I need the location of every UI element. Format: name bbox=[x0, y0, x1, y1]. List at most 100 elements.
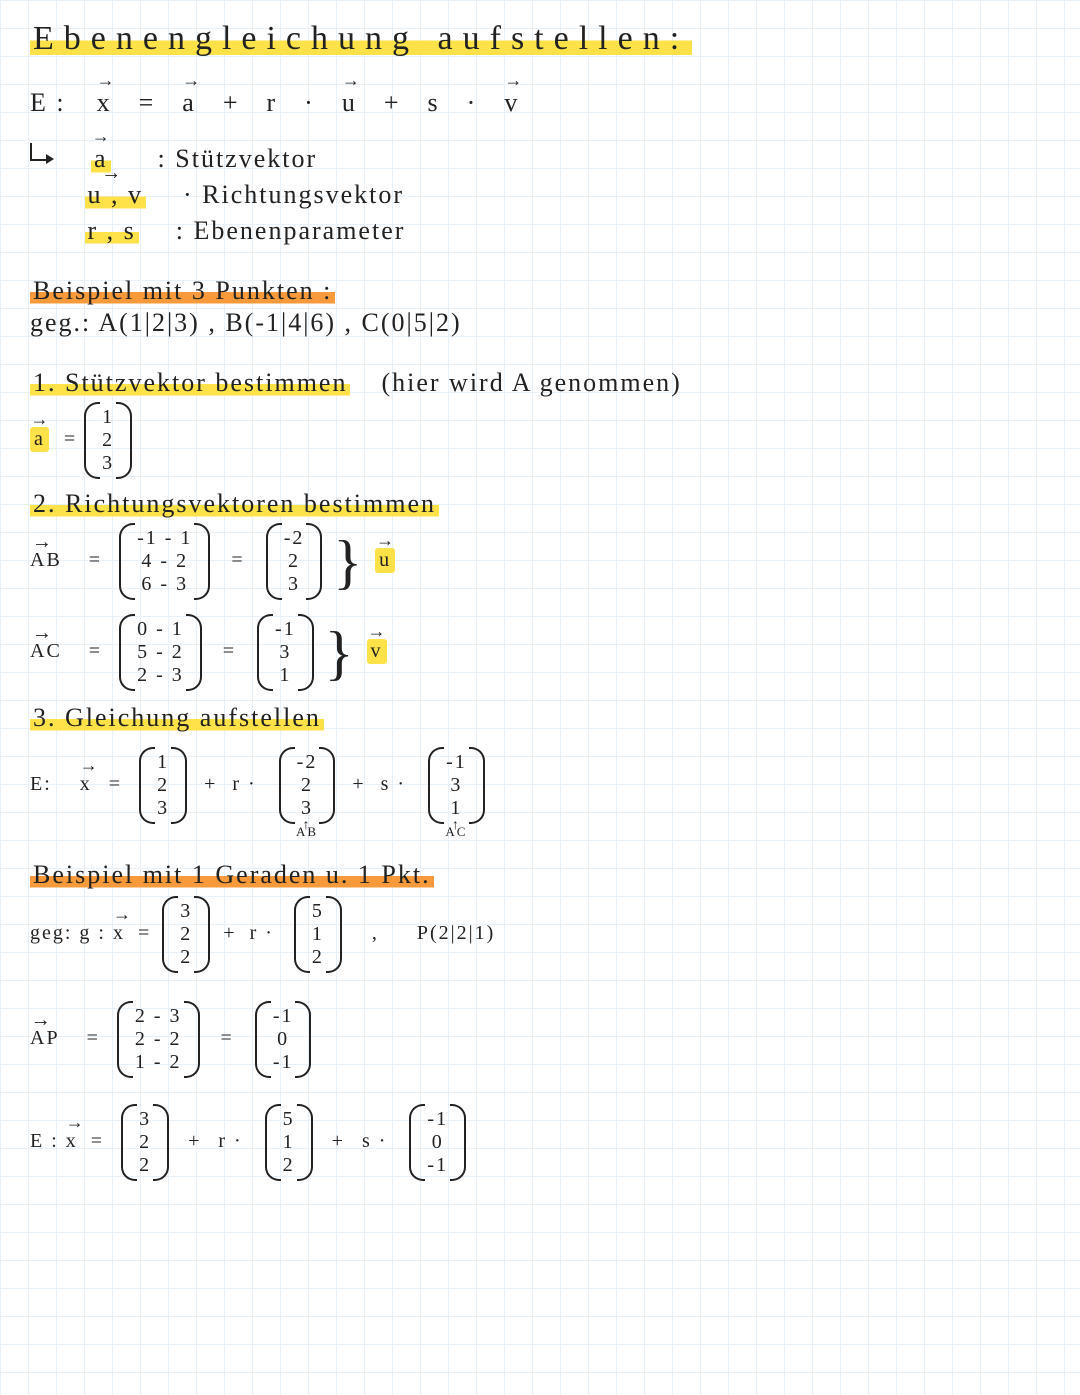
legend-rs-sym: r , s bbox=[85, 216, 139, 245]
v-label: v bbox=[367, 639, 387, 664]
g-a-vec: 3 2 2 bbox=[162, 896, 210, 973]
fv2: 1 bbox=[446, 797, 467, 820]
acr1: 3 bbox=[275, 641, 296, 664]
brace-icon-2: } bbox=[325, 623, 356, 683]
abc2: 6 - 3 bbox=[137, 573, 192, 596]
fa1: 2 bbox=[157, 774, 169, 797]
gu0: 5 bbox=[312, 900, 324, 923]
acr2: 1 bbox=[275, 664, 296, 687]
final-u-vec-wrap: -2 2 3 bbox=[279, 747, 336, 824]
apr2: -1 bbox=[273, 1051, 294, 1074]
eq-sign: = bbox=[139, 88, 156, 117]
a-vector: 1 2 3 bbox=[84, 402, 132, 479]
acc0: 0 - 1 bbox=[137, 618, 184, 641]
ab-result: -2 2 3 bbox=[266, 523, 323, 600]
a-symbol: a bbox=[30, 427, 49, 452]
ab-row: AB = -1 - 1 4 - 2 6 - 3 = -2 2 3 } u bbox=[30, 523, 1050, 600]
final2-a: 3 2 2 bbox=[121, 1104, 169, 1181]
f2u2: 2 bbox=[283, 1154, 295, 1177]
final2-r: r · bbox=[218, 1130, 242, 1152]
u-label: u bbox=[375, 548, 395, 573]
legend-rs-text: : Ebenenparameter bbox=[176, 216, 406, 245]
gu2: 2 bbox=[312, 946, 324, 969]
example3-given-text: geg.: A(1|2|3) , B(-1|4|6) , C(0|5|2) bbox=[30, 308, 462, 337]
final-prefix: E: bbox=[30, 773, 52, 795]
a0: 1 bbox=[102, 406, 114, 429]
abc0: -1 - 1 bbox=[137, 527, 192, 550]
ga2: 2 bbox=[180, 946, 192, 969]
apr0: -1 bbox=[273, 1005, 294, 1028]
apc0: 2 - 3 bbox=[135, 1005, 182, 1028]
legend-uv-text: · Richtungsvektor bbox=[183, 180, 404, 209]
step1-heading: 1. Stützvektor bestimmen bbox=[30, 368, 350, 397]
g-r: r · bbox=[250, 922, 274, 944]
abr1: 2 bbox=[284, 550, 305, 573]
final2-prefix: E : bbox=[30, 1130, 66, 1152]
f2u1: 1 bbox=[283, 1131, 295, 1154]
comma: , bbox=[372, 922, 379, 944]
step3-heading: 3. Gleichung aufstellen bbox=[30, 703, 324, 732]
fu1: 2 bbox=[297, 774, 318, 797]
ab-label: AB bbox=[30, 549, 62, 572]
abr0: -2 bbox=[284, 527, 305, 550]
example3-heading-text: Beispiel mit 3 Punkten : bbox=[30, 276, 335, 305]
vec-v: v bbox=[504, 88, 519, 118]
legend-a: a : Stützvektor bbox=[30, 144, 1050, 174]
plus1: + bbox=[223, 88, 240, 117]
title: Ebenengleichung aufstellen: bbox=[30, 20, 1050, 58]
f2v1: 0 bbox=[427, 1131, 448, 1154]
ab-calc: -1 - 1 4 - 2 6 - 3 bbox=[119, 523, 210, 600]
final2-u: 5 1 2 bbox=[265, 1104, 313, 1181]
final-s: s · bbox=[381, 773, 406, 795]
ap-label: AP bbox=[30, 1027, 60, 1050]
final-r: r · bbox=[232, 773, 256, 795]
fa2: 3 bbox=[157, 797, 169, 820]
vec-a: a bbox=[182, 88, 196, 118]
brace-icon: } bbox=[333, 532, 364, 592]
example-line-heading-text: Beispiel mit 1 Geraden u. 1 Pkt. bbox=[30, 860, 434, 889]
ac-row: AC = 0 - 1 5 - 2 2 - 3 = -1 3 1 } v bbox=[30, 614, 1050, 691]
ga0: 3 bbox=[180, 900, 192, 923]
abc1: 4 - 2 bbox=[137, 550, 192, 573]
fv0: -1 bbox=[446, 751, 467, 774]
ap-row: AP = 2 - 3 2 - 2 1 - 2 = -1 0 -1 bbox=[30, 1001, 1050, 1078]
step1-note: (hier wird A genommen) bbox=[381, 368, 681, 397]
final-v-vec: -1 3 1 bbox=[428, 747, 485, 824]
fa0: 1 bbox=[157, 751, 169, 774]
param-r: r bbox=[267, 88, 278, 117]
apc1: 2 - 2 bbox=[135, 1028, 182, 1051]
f2a0: 3 bbox=[139, 1108, 151, 1131]
ac-label: AC bbox=[30, 640, 62, 663]
final-eq-3pts: E: x = 1 2 3 + r · -2 2 3 + s · -1 3 1 bbox=[30, 747, 1050, 824]
arrow-indent-icon bbox=[30, 143, 48, 161]
fv1: 3 bbox=[446, 774, 467, 797]
apr1: 0 bbox=[273, 1028, 294, 1051]
f2u0: 5 bbox=[283, 1108, 295, 1131]
f2a1: 2 bbox=[139, 1131, 151, 1154]
final2-x: x bbox=[66, 1130, 78, 1153]
fu2: 3 bbox=[297, 797, 318, 820]
g-u-vec: 5 1 2 bbox=[294, 896, 342, 973]
ac-calc: 0 - 1 5 - 2 2 - 3 bbox=[119, 614, 202, 691]
vec-x: x bbox=[97, 88, 112, 118]
example-line-heading: Beispiel mit 1 Geraden u. 1 Pkt. bbox=[30, 860, 1050, 890]
ap-res: -1 0 -1 bbox=[255, 1001, 312, 1078]
dot2: · bbox=[467, 88, 478, 117]
page: Ebenengleichung aufstellen: E : x = a + … bbox=[30, 20, 1050, 1181]
step2-heading: 2. Richtungsvektoren bestimmen bbox=[30, 489, 439, 518]
example3-heading: Beispiel mit 3 Punkten : bbox=[30, 276, 1050, 306]
ac-result: -1 3 1 bbox=[257, 614, 314, 691]
abr2: 3 bbox=[284, 573, 305, 596]
a2: 3 bbox=[102, 452, 114, 475]
legend-uv-sym: u , v bbox=[85, 180, 147, 210]
final-eq-line: E : x = 3 2 2 + r · 5 1 2 + s · -1 0 -1 bbox=[30, 1104, 1050, 1181]
ga1: 2 bbox=[180, 923, 192, 946]
vec-u: u bbox=[342, 88, 357, 118]
vec-a-def: a = 1 2 3 bbox=[30, 402, 1050, 479]
apc2: 1 - 2 bbox=[135, 1051, 182, 1074]
final-a-vec: 1 2 3 bbox=[139, 747, 187, 824]
final-x: x bbox=[80, 773, 92, 796]
E-prefix: E : bbox=[30, 88, 66, 117]
final2-s: s · bbox=[362, 1130, 387, 1152]
acc2: 2 - 3 bbox=[137, 664, 184, 687]
